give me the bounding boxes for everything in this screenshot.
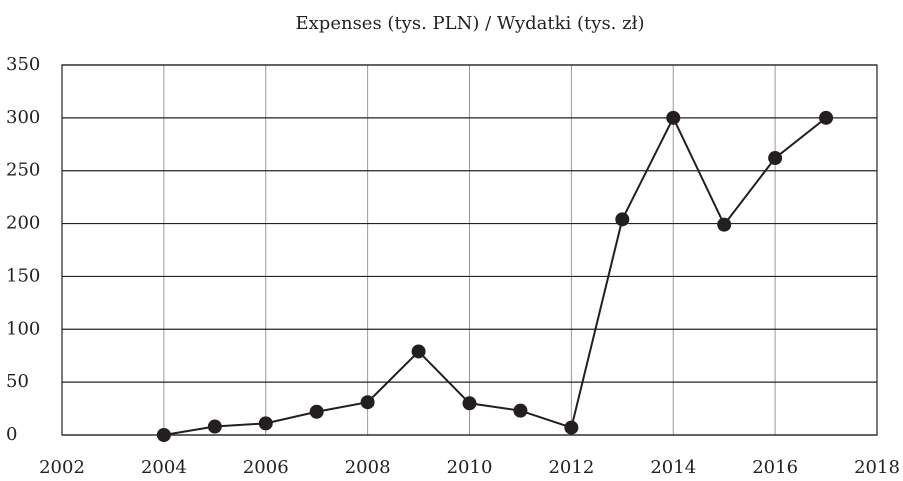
marker [768,151,783,166]
x-tick-label: 2006 [243,457,289,478]
y-tick-label: 150 [6,265,40,286]
line [163,115,827,436]
marker [717,217,732,232]
plot-border [61,64,878,436]
x-tick-label: 2002 [39,457,85,478]
y-tick-label: 0 [6,424,17,445]
x-tick-label: 2018 [854,457,900,478]
marker [258,416,273,431]
marker [360,395,375,410]
y-tick-label: 100 [6,318,40,339]
y-tick-label: 200 [6,213,40,234]
x-tick-label: 2010 [447,457,493,478]
chart-title: Expenses (tys. PLN) / Wydatki (tys. zł) [296,13,645,34]
y-tick-label: 250 [6,160,40,181]
marker [564,420,579,435]
y-tick-label: 350 [6,54,40,75]
x-tick-label: 2008 [345,457,391,478]
marker [309,404,324,419]
x-tick-label: 2004 [141,457,187,478]
marker [207,419,222,434]
x-tick-label: 2016 [752,457,798,478]
marker [615,212,630,227]
marker [156,428,171,442]
x-tick-label: 2012 [548,457,594,478]
marker [462,396,477,411]
y-tick-label: 50 [6,371,29,392]
x-tick-label: 2014 [650,457,696,478]
marker [513,403,528,418]
marker [666,110,681,125]
marker [411,344,426,359]
marker [819,110,834,125]
y-tick-label: 300 [6,107,40,128]
